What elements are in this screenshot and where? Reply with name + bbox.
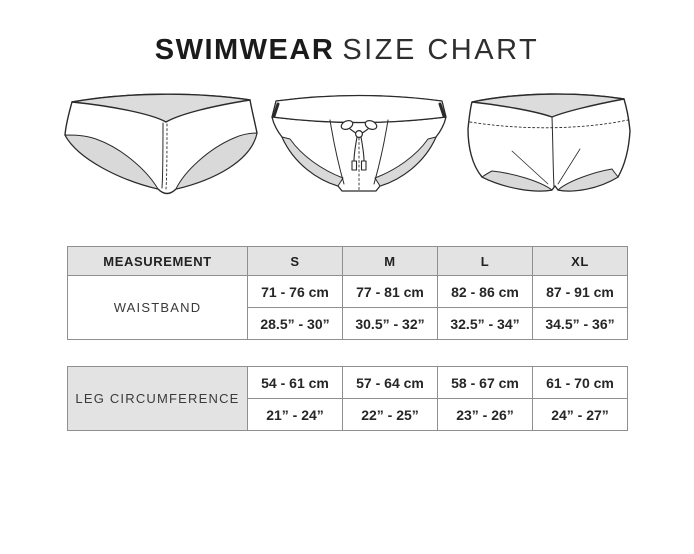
waistband-table: MEASUREMENT S M L XL WAISTBAND 71 - 76 c… <box>67 246 628 340</box>
waistband-in-m: 30.5” - 32” <box>342 307 438 340</box>
waistband-cm-xl: 87 - 91 cm <box>532 275 628 308</box>
leg-in-l: 23” - 26” <box>437 398 533 431</box>
leg-circumference-table: LEG CIRCUMFERENCE 54 - 61 cm 57 - 64 cm … <box>67 366 628 431</box>
size-header-row: MEASUREMENT S M L XL <box>67 246 628 276</box>
header-size-s: S <box>247 246 343 276</box>
leg-in-m: 22” - 25” <box>342 398 438 431</box>
waistband-cm-m: 77 - 81 cm <box>342 275 438 308</box>
leg-circumference-label: LEG CIRCUMFERENCE <box>67 366 248 431</box>
header-size-l: L <box>437 246 533 276</box>
waistband-in-l: 32.5” - 34” <box>437 307 533 340</box>
waistband-cm-l: 82 - 86 cm <box>437 275 533 308</box>
waistband-cm-row: WAISTBAND 71 - 76 cm 77 - 81 cm 82 - 86 … <box>67 275 628 340</box>
page-title-secondary: SIZE CHART <box>342 34 540 66</box>
leg-inch-row: 21” - 24” 22” - 25” 23” - 26” 24” - 27” <box>68 398 628 431</box>
page-title: SWIMWEAR SIZE CHART <box>0 34 694 66</box>
swim-brief-three-quarter-icon <box>64 93 258 195</box>
illustration-row <box>0 88 694 200</box>
leg-in-xl: 24” - 27” <box>532 398 628 431</box>
waistband-label: WAISTBAND <box>67 275 248 340</box>
header-size-m: M <box>342 246 438 276</box>
header-measurement: MEASUREMENT <box>67 246 248 276</box>
leg-cm-m: 57 - 64 cm <box>342 366 438 399</box>
swim-brief-front-icon <box>271 94 447 192</box>
header-size-xl: XL <box>532 246 628 276</box>
leg-in-s: 21” - 24” <box>247 398 343 431</box>
square-cut-trunk-illustration <box>460 88 632 203</box>
size-tables: MEASUREMENT S M L XL WAISTBAND 71 - 76 c… <box>67 246 628 431</box>
leg-cm-row: LEG CIRCUMFERENCE 54 - 61 cm 57 - 64 cm … <box>67 366 628 431</box>
page-title-primary: SWIMWEAR <box>154 34 335 66</box>
waistband-cm-s: 71 - 76 cm <box>247 275 343 308</box>
swim-brief-front-illustration <box>270 88 448 203</box>
waistband-in-xl: 34.5” - 36” <box>532 307 628 340</box>
swimwear-size-chart-page: SWIMWEAR SIZE CHART <box>0 34 694 554</box>
waistband-in-s: 28.5” - 30” <box>247 307 343 340</box>
leg-cm-s: 54 - 61 cm <box>247 366 343 399</box>
square-cut-trunk-icon <box>467 93 631 192</box>
waistband-inch-row: 28.5” - 30” 30.5” - 32” 32.5” - 34” 34.5… <box>68 307 628 340</box>
swim-brief-three-quarter-illustration <box>62 88 258 203</box>
leg-cm-l: 58 - 67 cm <box>437 366 533 399</box>
leg-cm-xl: 61 - 70 cm <box>532 366 628 399</box>
